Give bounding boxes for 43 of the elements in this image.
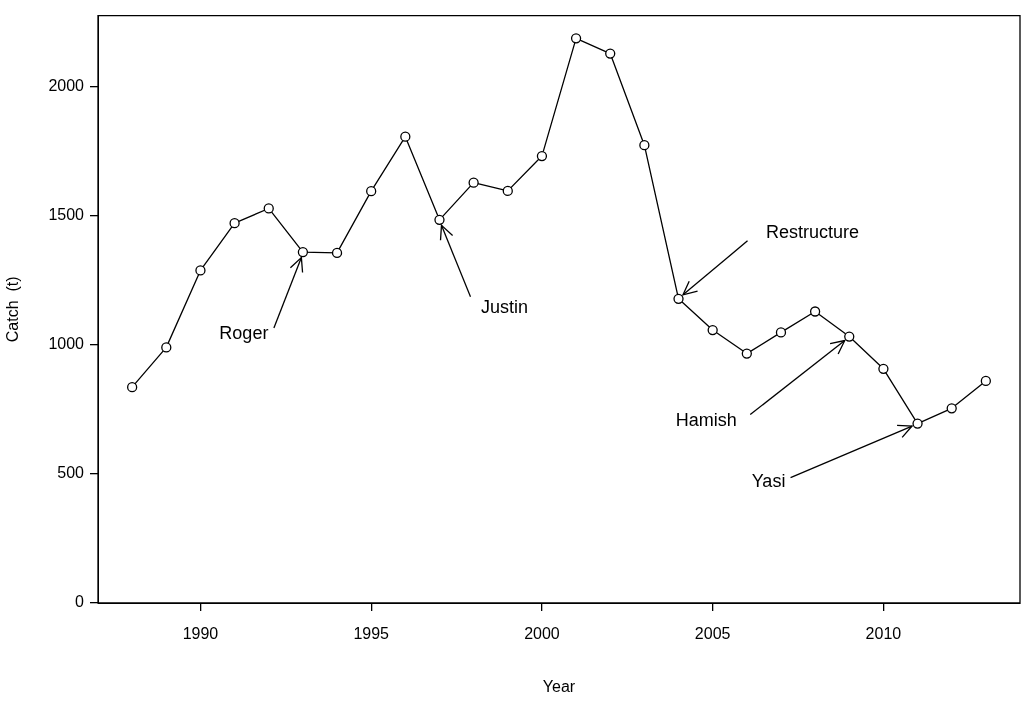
point: [912, 418, 923, 429]
y-tick-label: 2000: [48, 77, 85, 95]
point: [844, 331, 855, 342]
point: [775, 327, 787, 338]
point: [127, 382, 138, 393]
point: [980, 375, 991, 387]
x-tick-label: 2005: [694, 625, 731, 643]
x-axis-title: Year: [542, 677, 576, 695]
point: [502, 185, 513, 197]
point: [536, 150, 548, 162]
point: [946, 403, 957, 414]
annotation: Hamish: [675, 409, 737, 430]
point: [570, 33, 582, 44]
point: [605, 48, 616, 59]
point: [468, 177, 479, 188]
point: [366, 186, 377, 197]
point: [400, 131, 411, 142]
y-axis-title: Catch (t): [4, 276, 22, 343]
point: [434, 214, 445, 225]
point: [809, 306, 821, 317]
point: [297, 246, 309, 258]
point: [707, 324, 718, 336]
x-tick-label: 2010: [865, 625, 902, 643]
annotation: Justin: [480, 296, 528, 317]
point: [161, 342, 172, 353]
annotation: Restructure: [766, 221, 860, 242]
point: [741, 348, 752, 359]
point: [878, 363, 889, 374]
x-tick-label: 1990: [182, 625, 219, 643]
point: [673, 293, 684, 304]
point: [263, 203, 274, 214]
x-tick-label: 2000: [524, 625, 560, 643]
y-tick-label: 1500: [48, 206, 85, 224]
annotation: Roger: [219, 323, 269, 344]
point: [639, 140, 650, 151]
annotation: Yasi: [751, 470, 786, 491]
point: [195, 265, 206, 276]
y-tick-label: 0: [75, 593, 85, 611]
point: [331, 247, 343, 259]
x-tick-label: 1995: [353, 625, 390, 643]
y-tick-label: 500: [57, 464, 85, 482]
y-tick-label: 1000: [48, 335, 85, 353]
point: [229, 218, 240, 229]
